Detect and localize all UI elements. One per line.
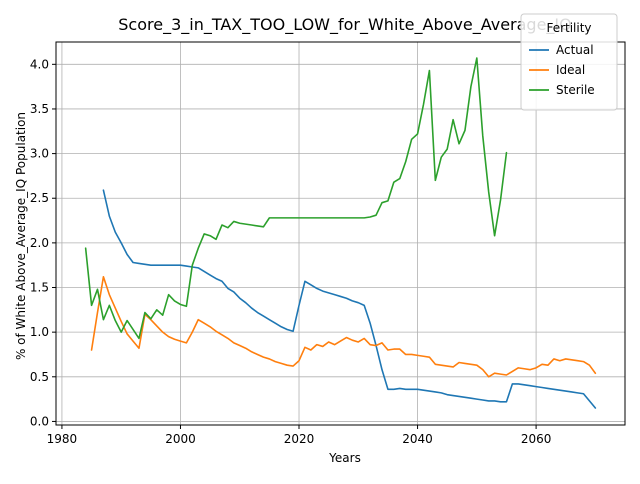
x-tick-label: 2020 (284, 432, 315, 446)
y-tick-label: 0.0 (30, 414, 49, 428)
legend: Fertility Actual Ideal Sterile (520, 13, 618, 111)
y-tick-label: 4.0 (30, 57, 49, 71)
legend-title: Fertility (546, 21, 591, 35)
x-tick-label: 2060 (521, 432, 552, 446)
legend-label-sterile: Sterile (556, 83, 595, 97)
legend-label-ideal: Ideal (556, 63, 585, 77)
y-axis-label: % of White Above_Average_IQ Population (14, 112, 28, 360)
chart-title: Score_3_in_TAX_TOO_LOW_for_White_Above_A… (118, 15, 571, 35)
legend-label-actual: Actual (556, 43, 594, 57)
series-line-ideal (90, 275, 597, 378)
y-tick-label: 1.5 (30, 281, 49, 295)
plot-frame (55, 41, 626, 426)
x-tick-label: 1980 (47, 432, 78, 446)
series-lines (84, 57, 597, 409)
y-tick-label: 0.5 (30, 370, 49, 384)
series-line-sterile (84, 57, 508, 340)
series-line-actual (102, 189, 597, 409)
y-tick-label: 3.0 (30, 147, 49, 161)
y-tick-label: 3.5 (30, 102, 49, 116)
y-tick-label: 1.0 (30, 325, 49, 339)
x-tick-label: 2000 (165, 432, 196, 446)
legend-box (520, 13, 618, 111)
x-axis-label: Years (328, 451, 361, 465)
x-tick-label: 2040 (402, 432, 433, 446)
axis-ticks: 1980 2000 2020 2040 2060 0.0 0.5 1.0 1.5 2.0 2.5 3.… (30, 57, 551, 446)
y-tick-label: 2.0 (30, 236, 49, 250)
y-tick-label: 2.5 (30, 191, 49, 205)
